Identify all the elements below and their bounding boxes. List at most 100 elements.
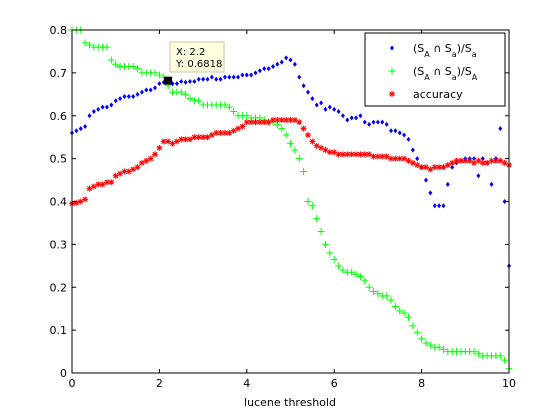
data-point [336,108,341,114]
data-point [305,89,310,95]
data-point [287,117,294,124]
x-tick-label: 4 [243,377,250,390]
legend-label: accuracy [413,88,463,101]
data-point [157,81,162,87]
data-point [291,117,298,124]
data-point [160,138,167,145]
data-point [225,103,233,111]
data-point [118,96,123,102]
data-point [192,78,197,84]
data-point [270,117,277,124]
data-point [231,74,236,80]
data-point [426,341,434,349]
data-point [195,134,202,141]
data-point [279,59,284,65]
data-point [374,153,381,160]
data-point [178,136,185,143]
data-point [497,157,504,164]
data-point [179,78,184,84]
data-point [352,270,360,278]
data-point [256,119,263,126]
data-point [437,203,442,209]
data-point [287,140,294,148]
data-point [214,76,219,82]
data-point [153,85,158,91]
data-point [182,90,190,98]
data-point [236,74,241,80]
data-point [349,115,354,121]
data-point [288,57,293,63]
data-point [83,123,88,129]
data-point [295,155,303,163]
series-2 [69,117,512,207]
data-point [300,125,307,132]
data-point [484,159,491,166]
data-point [488,157,495,164]
data-point [492,157,499,164]
data-point [240,72,245,78]
data-point [366,151,373,158]
data-point [332,106,337,112]
data-point [330,255,338,263]
data-point [402,132,407,138]
data-point [129,62,137,70]
data-point [112,172,119,179]
data-point [283,117,290,124]
data-point [393,128,398,134]
data-point [475,157,482,164]
data-point [396,155,403,162]
data-point [155,71,163,79]
data-point [217,129,224,136]
data-point [196,76,201,82]
y-tick-label: 0.7 [50,67,68,80]
x-tick-label: 10 [502,377,516,390]
data-point [401,155,408,162]
data-point [388,155,395,162]
datatip-x-text: X: 2.2 [176,47,205,58]
data-point [345,117,350,123]
data-point [301,83,306,89]
data-point [422,164,429,171]
data-point [230,127,237,134]
data-point [139,89,144,95]
data-point [213,129,220,136]
data-point [361,277,369,285]
data-point [370,288,378,296]
data-point [498,126,503,132]
data-point [375,119,380,125]
data-point [275,61,280,67]
data-point [319,100,324,106]
data-point [218,76,223,82]
y-tick-label: 0.1 [50,324,68,337]
data-point [77,198,84,205]
data-point [103,43,111,51]
data-point [480,156,485,162]
data-point [370,153,377,160]
x-tick-label: 8 [418,377,425,390]
data-point [310,96,315,102]
data-point [73,199,80,206]
legend-label: (SA ∩ Sa)/SA [413,65,478,82]
data-point [365,283,373,291]
data-point [353,151,360,158]
data-point [147,155,154,162]
data-point [230,107,238,115]
data-point [436,164,443,171]
data-point [323,106,328,112]
data-point [262,66,267,72]
data-point [331,149,338,156]
data-point [182,136,189,143]
data-point [239,123,246,130]
data-point [326,149,333,156]
data-point [304,198,312,205]
data-point [318,144,325,151]
data-point [173,138,180,145]
legend-marker [388,67,396,75]
data-point [95,181,102,188]
x-tick-label: 2 [156,377,163,390]
data-point [112,60,120,68]
data-point [108,179,115,186]
legend-entry: accuracy [389,88,463,101]
datatip-marker[interactable] [164,76,173,85]
data-point [410,147,415,153]
